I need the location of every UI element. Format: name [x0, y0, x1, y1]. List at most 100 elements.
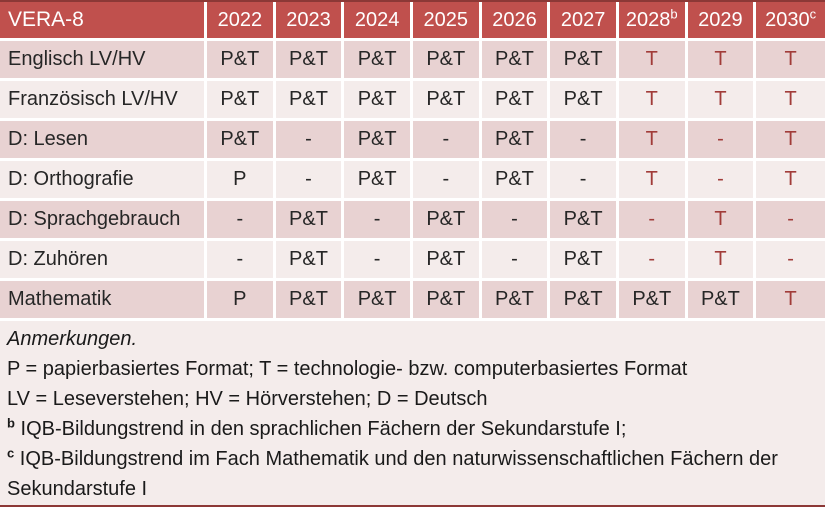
note-line: P = papierbasiertes Format; T = technolo…	[7, 358, 688, 380]
note-line: c IQB-Bildungstrend im Fach Mathematik u…	[7, 445, 778, 500]
schedule-cell: P&T	[550, 41, 619, 81]
schedule-cell: T	[687, 241, 757, 281]
table-row: Französisch LV/HV P&T P&T P&T P&T P&T P&T T T T	[0, 81, 825, 121]
schedule-cell: P&T	[618, 281, 688, 321]
schedule-cell: -	[207, 201, 276, 241]
year-header-2028: 2028b	[618, 2, 688, 41]
schedule-cell: -	[344, 201, 413, 241]
schedule-cell: -	[481, 241, 551, 281]
row-label: D: Lesen	[0, 121, 207, 161]
schedule-cell: P&T	[344, 281, 413, 321]
schedule-cell: P&T	[412, 41, 482, 81]
year-header-2024: 2024	[344, 2, 413, 41]
table-row: D: Sprachgebrauch - P&T - P&T - P&T - T -	[0, 201, 825, 241]
row-label: Englisch LV/HV	[0, 41, 207, 81]
year-header-2030: 2030c	[756, 2, 825, 41]
schedule-cell: P&T	[344, 121, 413, 161]
footnote-marker: c	[809, 5, 817, 21]
table-body: Englisch LV/HV P&T P&T P&T P&T P&T P&T T T T Franz…	[0, 41, 825, 321]
schedule-cell: P&T	[412, 81, 482, 121]
schedule-cell: T	[687, 41, 757, 81]
table-row: Mathematik P P&T P&T P&T P&T P&T P&T P&T T	[0, 281, 825, 321]
schedule-cell: P&T	[207, 41, 276, 81]
footnote-marker: c	[7, 445, 15, 461]
schedule-cell: -	[687, 161, 757, 201]
note-line: LV = Leseverstehen; HV = Hörverstehen; D…	[7, 388, 488, 410]
schedule-cell: P&T	[550, 281, 619, 321]
schedule-cell: -	[412, 161, 482, 201]
schedule-cell: -	[550, 161, 619, 201]
year-header-2029: 2029	[687, 2, 757, 41]
schedule-cell: P&T	[344, 81, 413, 121]
schedule-cell: P&T	[275, 81, 345, 121]
year-header-2025: 2025	[412, 2, 482, 41]
schedule-cell: P&T	[550, 241, 619, 281]
schedule-cell: P&T	[481, 281, 551, 321]
schedule-cell: P&T	[275, 201, 345, 241]
schedule-cell: -	[275, 121, 345, 161]
schedule-cell: T	[618, 121, 688, 161]
table-row: Englisch LV/HV P&T P&T P&T P&T P&T P&T T T T	[0, 41, 825, 81]
schedule-cell: P&T	[207, 121, 276, 161]
note-line: Anmerkungen.	[7, 328, 138, 350]
schedule-cell: -	[412, 121, 482, 161]
schedule-cell: T	[687, 81, 757, 121]
schedule-cell: P&T	[481, 121, 551, 161]
table-row: D: Lesen P&T - P&T - P&T - T - T	[0, 121, 825, 161]
table-row: D: Orthografie P - P&T - P&T - T - T	[0, 161, 825, 201]
schedule-cell: P	[207, 281, 276, 321]
vera8-table: VERA-8 2022 2023 2024 2025 2026 2027 2028b 2029…	[0, 2, 825, 321]
schedule-cell: T	[756, 41, 825, 81]
schedule-cell: P&T	[687, 281, 757, 321]
row-label: Französisch LV/HV	[0, 81, 207, 121]
year-header-2026: 2026	[481, 2, 551, 41]
footnote-marker: b	[670, 5, 678, 21]
schedule-cell: T	[756, 281, 825, 321]
note-line: b IQB-Bildungstrend in den sprachlichen …	[7, 415, 627, 440]
schedule-cell: -	[481, 201, 551, 241]
year-header-2022: 2022	[207, 2, 276, 41]
schedule-cell: P&T	[275, 41, 345, 81]
notes-section: Anmerkungen. P = papierbasiertes Format; …	[0, 321, 825, 504]
schedule-cell: -	[756, 201, 825, 241]
schedule-cell: P&T	[344, 161, 413, 201]
table-header: VERA-8 2022 2023 2024 2025 2026 2027 2028b 2029…	[0, 2, 825, 41]
row-label: D: Sprachgebrauch	[0, 201, 207, 241]
schedule-cell: P	[207, 161, 276, 201]
schedule-cell: -	[756, 241, 825, 281]
schedule-cell: T	[687, 201, 757, 241]
schedule-cell: -	[618, 201, 688, 241]
schedule-cell: P&T	[207, 81, 276, 121]
row-label: Mathematik	[0, 281, 207, 321]
footnote-marker: b	[7, 415, 15, 431]
schedule-cell: P&T	[412, 281, 482, 321]
schedule-cell: P&T	[550, 81, 619, 121]
row-label: D: Zuhören	[0, 241, 207, 281]
schedule-cell: P&T	[412, 241, 482, 281]
schedule-cell: T	[618, 81, 688, 121]
schedule-cell: -	[207, 241, 276, 281]
schedule-cell: T	[756, 121, 825, 161]
schedule-cell: T	[618, 161, 688, 201]
table-title-cell: VERA-8	[0, 2, 207, 41]
schedule-cell: P&T	[275, 281, 345, 321]
row-label: D: Orthografie	[0, 161, 207, 201]
schedule-cell: -	[618, 241, 688, 281]
schedule-cell: P&T	[481, 81, 551, 121]
year-header-2027: 2027	[550, 2, 619, 41]
schedule-cell: P&T	[481, 41, 551, 81]
header-row: VERA-8 2022 2023 2024 2025 2026 2027 2028b 2029…	[0, 2, 825, 41]
schedule-cell: -	[687, 121, 757, 161]
table-row: D: Zuhören - P&T - P&T - P&T - T -	[0, 241, 825, 281]
schedule-cell: T	[756, 81, 825, 121]
schedule-cell: T	[756, 161, 825, 201]
schedule-cell: P&T	[550, 201, 619, 241]
schedule-cell: P&T	[344, 41, 413, 81]
schedule-cell: -	[344, 241, 413, 281]
schedule-cell: P&T	[275, 241, 345, 281]
schedule-cell: P&T	[481, 161, 551, 201]
year-header-2023: 2023	[275, 2, 345, 41]
schedule-cell: T	[618, 41, 688, 81]
schedule-cell: P&T	[412, 201, 482, 241]
